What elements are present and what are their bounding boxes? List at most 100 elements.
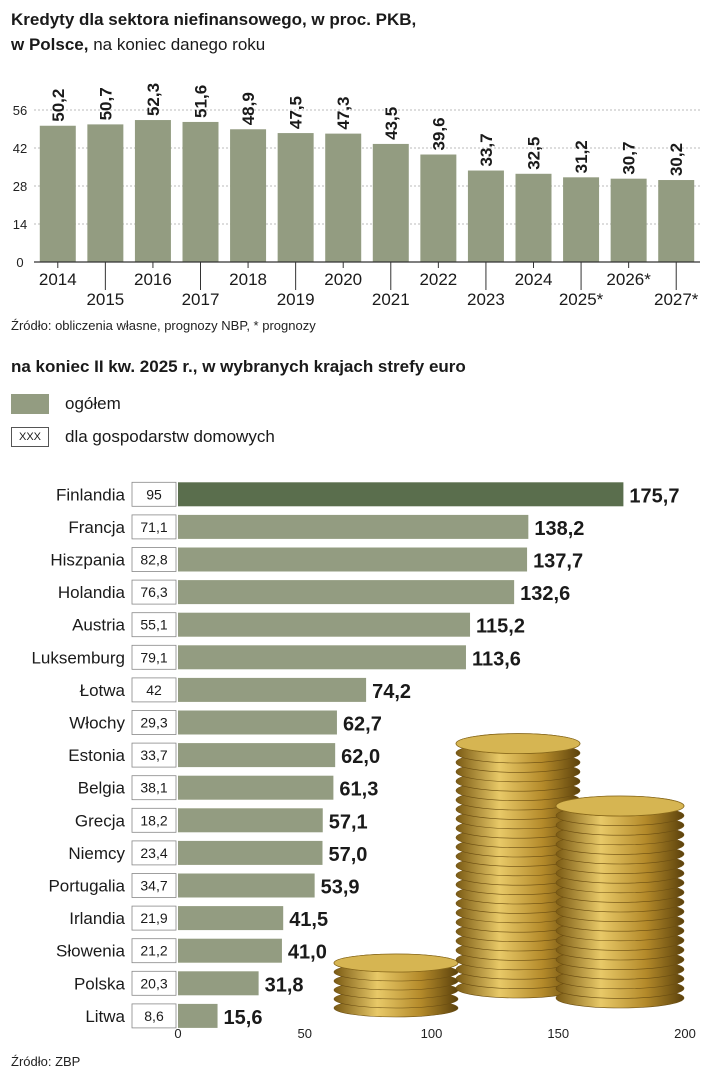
legend-total-swatch (11, 394, 49, 414)
household-value: 71,1 (140, 519, 167, 535)
total-value-label: 62,7 (343, 714, 382, 736)
household-value: 23,4 (140, 845, 167, 861)
coin-top (555, 795, 685, 817)
x-tick-label: 2014 (39, 270, 77, 289)
bar-value-label: 47,5 (287, 96, 306, 129)
bar-value-label: 33,7 (477, 133, 496, 166)
country-label: Włochy (69, 714, 125, 733)
household-value: 21,2 (140, 943, 167, 959)
bar-value-label: 51,6 (192, 85, 211, 118)
total-value-label: 175,7 (629, 485, 679, 507)
total-bar (178, 873, 315, 898)
total-value-label: 15,6 (224, 1007, 263, 1029)
source-bottom: Źródło: ZBP (11, 1054, 81, 1069)
household-value: 33,7 (140, 747, 167, 763)
country-label: Finlandia (56, 485, 126, 504)
x-tick-label: 2020 (324, 270, 362, 289)
country-label: Litwa (85, 1007, 125, 1026)
country-label: Estonia (68, 746, 125, 765)
total-bar (178, 743, 336, 768)
total-bar (178, 710, 337, 735)
bar (658, 180, 695, 262)
total-bar (178, 1003, 218, 1028)
total-value-label: 132,6 (520, 583, 570, 605)
x-tick-label: 2021 (372, 290, 410, 309)
household-box (131, 905, 177, 931)
total-value-label: 41,0 (288, 942, 327, 964)
total-bar (178, 840, 323, 865)
total-bar (178, 775, 334, 800)
x-tick-label: 2018 (229, 270, 267, 289)
country-label: Niemcy (68, 844, 125, 863)
total-value-label: 115,2 (476, 616, 525, 638)
household-box (131, 807, 177, 833)
household-value: 95 (146, 486, 162, 502)
household-value: 18,2 (140, 812, 167, 828)
bar (420, 154, 457, 262)
total-bar (178, 580, 515, 605)
bar-value-label: 47,3 (334, 97, 353, 130)
legend-total-label: ogółem (65, 394, 121, 413)
household-box (131, 579, 177, 605)
bar-value-label: 52,3 (144, 83, 163, 116)
total-value-label: 41,5 (289, 909, 328, 931)
total-bar (178, 547, 528, 572)
country-label: Polska (74, 974, 126, 993)
country-label: Portugalia (48, 877, 125, 896)
household-value: 38,1 (140, 780, 167, 796)
y-tick-label: 42 (13, 141, 27, 156)
chart-title-line1: Kredyty dla sektora niefinansowego, w pr… (11, 10, 417, 29)
total-bar (178, 808, 323, 833)
legend-household-swatch: XXX (11, 427, 49, 447)
household-value: 76,3 (140, 584, 167, 600)
total-value-label: 31,8 (265, 974, 304, 996)
total-value-label: 74,2 (372, 681, 411, 703)
country-label: Belgia (78, 779, 126, 798)
coin-top (333, 953, 459, 973)
x-tick-label: 0 (174, 1026, 181, 1041)
bar-value-label: 48,9 (239, 92, 258, 125)
household-value: 55,1 (140, 617, 167, 633)
total-value-label: 53,9 (321, 877, 360, 899)
bar (39, 125, 76, 262)
household-value: 42 (146, 682, 162, 698)
total-bar (178, 612, 471, 637)
y-tick-label: 28 (13, 179, 27, 194)
household-box (131, 644, 177, 670)
total-bar (178, 971, 259, 996)
total-bar (178, 677, 367, 702)
bar-value-label: 32,5 (525, 137, 544, 170)
bar (230, 129, 267, 262)
total-value-label: 113,6 (472, 648, 521, 670)
household-box (131, 612, 177, 638)
household-box (131, 710, 177, 735)
x-tick-label: 2017 (182, 290, 220, 309)
bar (87, 124, 124, 262)
x-tick-label: 200 (674, 1026, 696, 1041)
bar (182, 121, 219, 262)
source-top: Źródło: obliczenia własne, prognozy NBP,… (11, 318, 316, 333)
household-box (131, 1003, 177, 1029)
household-box (131, 840, 177, 866)
household-box (131, 481, 177, 507)
chart-title-bold-part: w Polsce, (11, 35, 89, 54)
household-value: 79,1 (140, 649, 167, 665)
household-value: 82,8 (140, 552, 167, 568)
bar-value-label: 50,2 (49, 89, 68, 122)
total-bar (178, 645, 466, 670)
bar (325, 133, 362, 262)
chart-title-line2: w Polsce, na koniec danego roku (11, 34, 265, 56)
x-tick-label: 2023 (467, 290, 505, 309)
total-value-label: 57,0 (328, 844, 367, 866)
x-tick-label: 150 (547, 1026, 569, 1041)
y-tick-label: 14 (13, 217, 27, 232)
bar-value-label: 43,5 (382, 107, 401, 140)
country-label: Irlandia (69, 909, 125, 928)
countries-chart-title: na koniec II kw. 2025 r., w wybranych kr… (11, 357, 466, 376)
total-bar (178, 514, 529, 539)
bar-value-label: 31,2 (572, 140, 591, 173)
country-label: Łotwa (80, 681, 126, 700)
coin-top (455, 733, 581, 755)
y-tick-label: 0 (16, 255, 23, 270)
bar (372, 143, 409, 262)
